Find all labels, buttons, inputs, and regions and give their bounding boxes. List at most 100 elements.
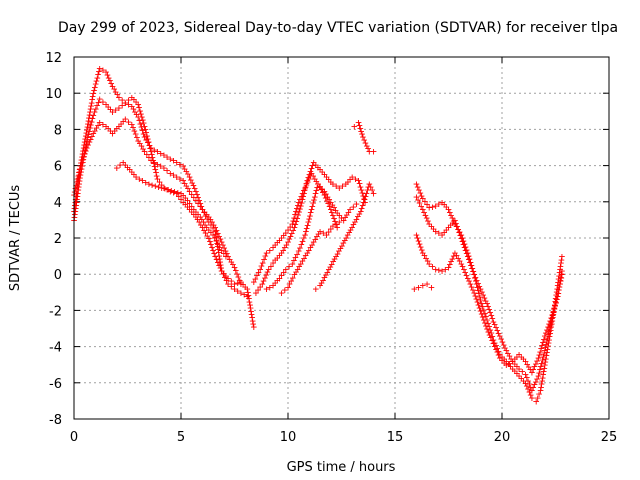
data-point: + xyxy=(556,284,563,297)
data-point: + xyxy=(266,281,273,294)
data-point: + xyxy=(360,131,367,144)
x-tick-labels: 0 5 10 15 20 25 xyxy=(70,430,617,445)
data-point: + xyxy=(79,159,86,172)
data-point: + xyxy=(532,375,539,388)
data-point: + xyxy=(152,180,159,193)
y-tick-label: -2 xyxy=(49,304,62,319)
data-point: + xyxy=(295,245,302,258)
data-point: + xyxy=(82,129,89,142)
data-point: + xyxy=(173,156,180,169)
data-point: + xyxy=(336,209,343,222)
data-point: + xyxy=(109,80,116,93)
data-point: + xyxy=(505,357,512,370)
data-point: + xyxy=(145,136,152,149)
data-point: + xyxy=(108,77,115,90)
data-point: + xyxy=(133,108,140,121)
data-point: + xyxy=(527,381,534,394)
data-point: + xyxy=(278,231,285,244)
data-point: + xyxy=(554,279,561,292)
data-point: + xyxy=(138,140,145,153)
data-point: + xyxy=(146,178,153,191)
data-point: + xyxy=(215,246,222,259)
data-point: + xyxy=(556,281,563,294)
x-tick-label: 5 xyxy=(177,430,185,445)
data-point: + xyxy=(508,352,515,365)
data-point: + xyxy=(147,142,154,155)
data-point: + xyxy=(196,216,203,229)
data-point: + xyxy=(244,290,251,303)
data-point: + xyxy=(453,249,460,262)
data-point: + xyxy=(75,169,82,182)
data-point: + xyxy=(323,188,330,201)
data-point: + xyxy=(436,264,443,277)
data-point: + xyxy=(289,227,296,240)
data-point: + xyxy=(485,300,492,313)
data-point: + xyxy=(138,121,145,134)
data-point: + xyxy=(225,250,232,263)
data-point: + xyxy=(556,266,563,279)
data-point: + xyxy=(531,378,538,391)
data-point: + xyxy=(323,228,330,241)
data-point: + xyxy=(338,211,345,224)
data-point: + xyxy=(199,213,206,226)
data-point: + xyxy=(524,380,531,393)
data-point: + xyxy=(85,117,92,130)
data-point: + xyxy=(495,345,502,358)
data-point: + xyxy=(103,120,110,133)
data-point: + xyxy=(220,239,227,252)
data-point: + xyxy=(540,365,547,378)
data-point: + xyxy=(180,196,187,209)
data-point: + xyxy=(557,274,564,287)
data-point: + xyxy=(228,280,235,293)
data-point: + xyxy=(244,283,251,296)
data-point: + xyxy=(75,172,82,185)
data-point: + xyxy=(558,268,565,281)
data-point: + xyxy=(423,252,430,265)
data-point: + xyxy=(285,281,292,294)
data-point: + xyxy=(418,189,425,202)
data-point: + xyxy=(525,383,532,396)
data-point: + xyxy=(128,166,135,179)
data-point: + xyxy=(464,250,471,263)
data-point: + xyxy=(312,187,319,200)
data-point: + xyxy=(334,207,341,220)
data-point: + xyxy=(471,286,478,299)
y-tick-label: 10 xyxy=(45,87,62,102)
data-point: + xyxy=(491,318,498,331)
data-point: + xyxy=(349,170,356,183)
x-tick-label: 15 xyxy=(387,430,404,445)
data-point: + xyxy=(132,128,139,141)
data-point: + xyxy=(111,125,118,138)
data-point: + xyxy=(540,336,547,349)
data-point: + xyxy=(82,132,89,145)
data-point: + xyxy=(103,65,110,78)
data-point: + xyxy=(231,283,238,296)
data-point: + xyxy=(466,253,473,266)
data-point: + xyxy=(443,224,450,237)
data-point: + xyxy=(204,229,211,242)
data-point: + xyxy=(552,296,559,309)
data-point: + xyxy=(74,184,81,197)
data-point: + xyxy=(75,181,82,194)
series-track-11: ++++++++++++++++++++++++++++++++++++++++… xyxy=(413,178,566,408)
data-point: + xyxy=(202,227,209,240)
data-point: + xyxy=(487,306,494,319)
data-point: + xyxy=(240,278,247,291)
data-point: + xyxy=(92,78,99,91)
data-point: + xyxy=(549,314,556,327)
data-point: + xyxy=(324,194,331,207)
data-point: + xyxy=(225,277,232,290)
data-point: + xyxy=(260,274,267,287)
data-point: + xyxy=(120,115,127,128)
data-point: + xyxy=(77,160,84,173)
data-point: + xyxy=(280,244,287,257)
data-point: + xyxy=(77,163,84,176)
data-point: + xyxy=(548,321,555,334)
data-point: + xyxy=(331,212,338,225)
y-tick-label: 6 xyxy=(54,160,62,175)
data-point: + xyxy=(146,139,153,152)
data-point: + xyxy=(84,131,91,144)
data-point: + xyxy=(323,268,330,281)
data-point: + xyxy=(254,269,261,282)
data-point: + xyxy=(173,170,180,183)
